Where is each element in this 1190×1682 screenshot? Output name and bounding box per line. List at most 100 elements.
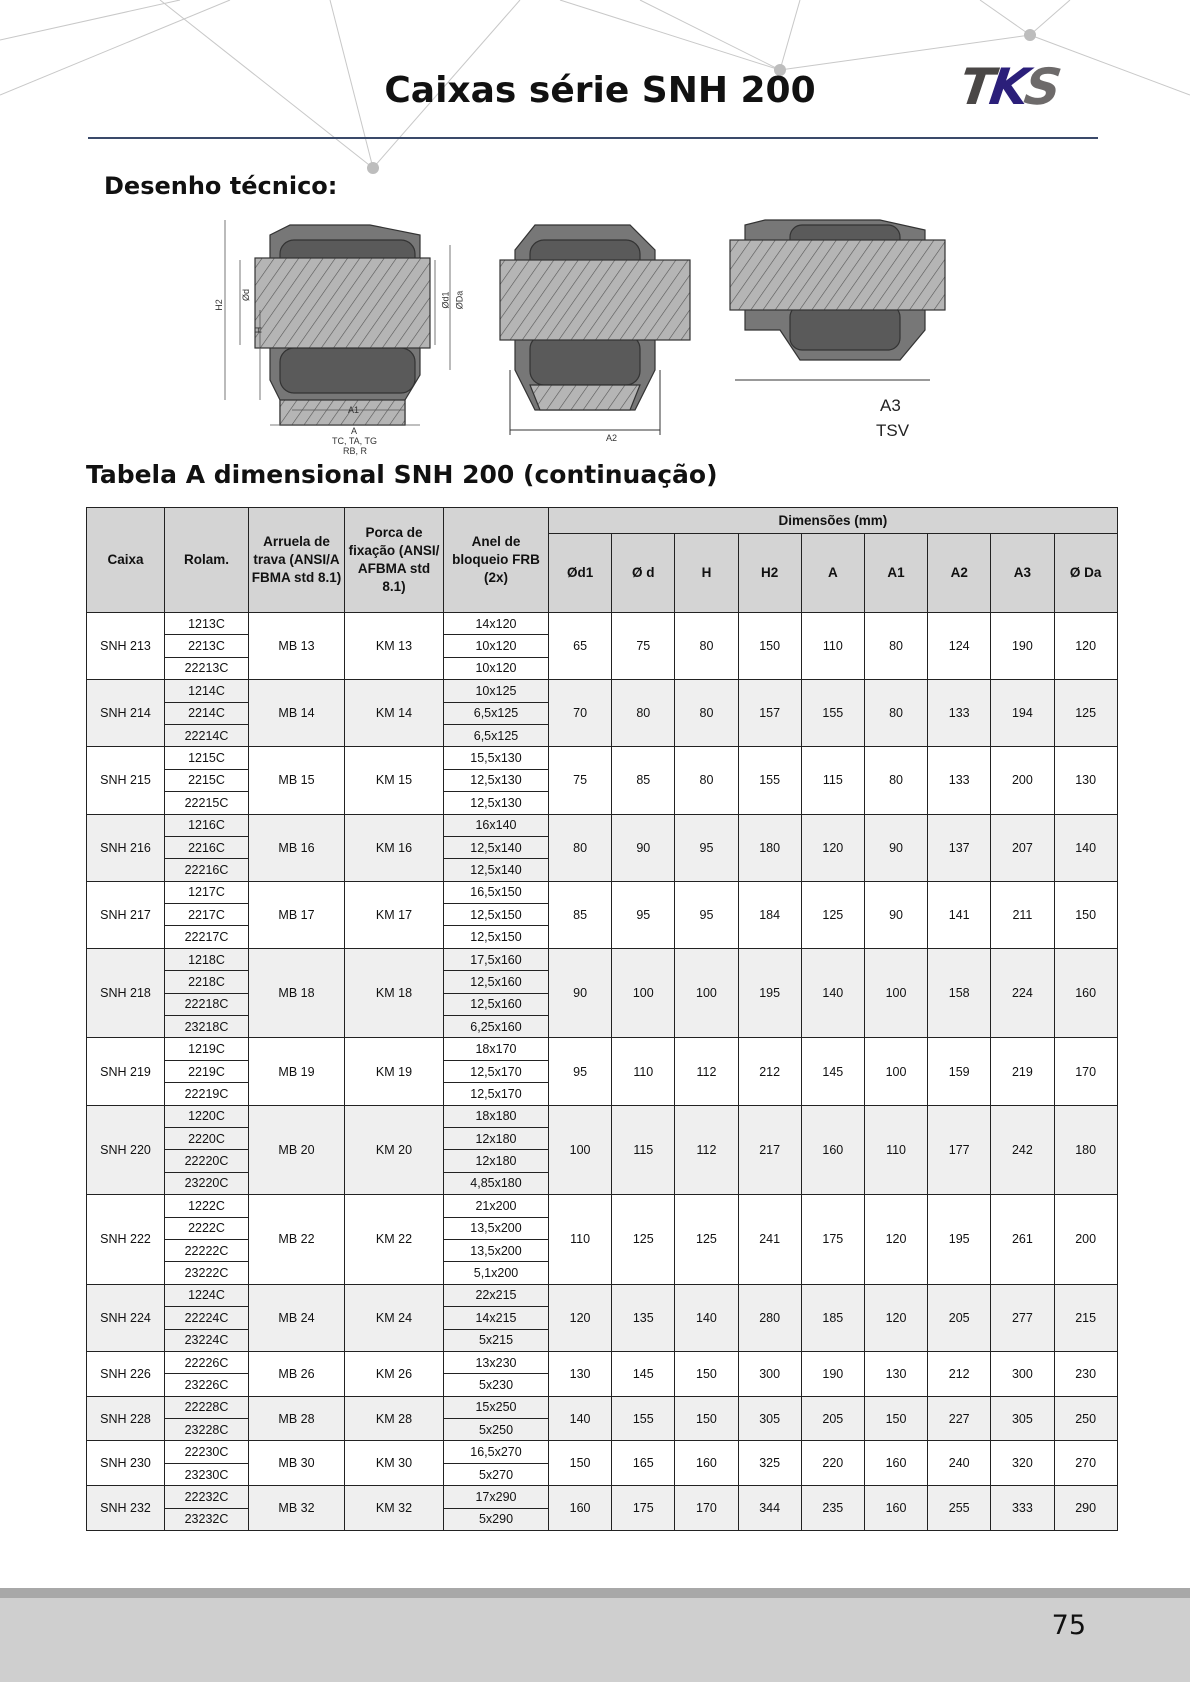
cell-rolam: 2222C	[164, 1216, 249, 1240]
cell-porca: KM 17	[344, 880, 444, 949]
cell-porca: KM 18	[344, 947, 444, 1039]
cell-dim: 217	[737, 1104, 802, 1196]
housing-drawing-a2	[499, 224, 691, 435]
cell-dim: 80	[863, 746, 929, 815]
cell-rolam: 1214C	[164, 679, 249, 703]
cell-rolam: 23224C	[164, 1328, 249, 1352]
label-types-2: RB, R	[343, 446, 368, 456]
cell-dim: 95	[674, 880, 739, 949]
cell-dim: 160	[674, 1440, 739, 1487]
cell-dim: 95	[547, 1037, 613, 1106]
cell-rolam: 22228C	[164, 1395, 249, 1420]
cell-dim: 85	[547, 880, 613, 949]
cell-caixa: SNH 217	[86, 880, 165, 949]
cell-dim: 207	[990, 813, 1055, 882]
cell-dim: 75	[611, 611, 676, 681]
cell-dim: 135	[611, 1283, 676, 1352]
cell-dim: 250	[1053, 1395, 1118, 1442]
cell-arruela: MB 32	[248, 1485, 345, 1532]
decorative-network-lines	[0, 0, 1190, 174]
dimension-table: Caixa Rolam. Arruela de trava (ANSI/A FB…	[86, 507, 1118, 1532]
cell-rolam: 22216C	[164, 858, 249, 882]
cell-caixa: SNH 213	[86, 611, 165, 681]
label-h: H	[253, 326, 264, 334]
table-row: 2217C 12,5x150	[87, 903, 1118, 927]
cell-anel: 12,5x140	[443, 835, 549, 860]
cell-dim: 200	[1053, 1194, 1118, 1285]
cell-anel: 12,5x150	[443, 903, 549, 927]
cell-dim: 140	[547, 1395, 613, 1442]
table-row: SNH 217 1217C MB 17 KM 17 16,5x150 85 95 95 184 1…	[86, 880, 1118, 949]
cell-dim: 194	[990, 679, 1055, 748]
cell-anel: 18x180	[443, 1104, 549, 1128]
cell-caixa: SNH 220	[86, 1104, 165, 1196]
cell-dim: 112	[674, 1104, 739, 1196]
cell-porca: KM 28	[344, 1395, 444, 1442]
cell-dim: 157	[737, 679, 802, 748]
cell-dim: 130	[1053, 746, 1118, 815]
table-row: SNH 224 1224C MB 24 KM 24 22x215 120 135 140 280…	[86, 1283, 1118, 1352]
table-row: 23224C 5x215	[87, 1328, 1118, 1352]
cell-dim: 115	[611, 1104, 676, 1196]
header-dim: H2	[737, 533, 802, 613]
cell-dim: 261	[990, 1194, 1055, 1285]
cell-anel: 12,5x140	[443, 858, 549, 882]
cell-dim: 205	[800, 1395, 865, 1442]
label-a2: A2	[606, 433, 618, 443]
cell-rolam: 22224C	[164, 1306, 249, 1330]
cell-dim: 110	[863, 1104, 929, 1196]
cell-dim: 160	[547, 1485, 613, 1532]
cell-rolam: 1224C	[164, 1283, 249, 1308]
cell-rolam: 2218C	[164, 970, 249, 994]
cell-dim: 100	[611, 947, 676, 1039]
cell-anel: 12,5x130	[443, 791, 549, 815]
cell-porca: KM 26	[344, 1350, 444, 1397]
cell-dim: 211	[990, 880, 1055, 949]
footer-band	[0, 1588, 1190, 1598]
cell-rolam: 22232C	[164, 1485, 249, 1509]
cell-dim: 90	[863, 880, 929, 949]
cell-anel: 17x290	[443, 1485, 549, 1509]
table-row: 2215C 12,5x130	[87, 768, 1118, 793]
cell-arruela: MB 18	[248, 947, 345, 1039]
cell-anel: 12,5x170	[443, 1082, 549, 1106]
cell-dim: 125	[1053, 679, 1118, 748]
cell-anel: 6,5x125	[443, 723, 549, 748]
cell-dim: 141	[927, 880, 992, 949]
cell-arruela: MB 19	[248, 1037, 345, 1106]
cell-arruela: MB 20	[248, 1104, 345, 1196]
cell-rolam: 2213C	[164, 634, 249, 658]
cell-dim: 215	[1053, 1283, 1118, 1352]
table-row: SNH 216 1216C MB 16 KM 16 16x140 80 90 95 180 120…	[86, 813, 1118, 882]
page-title: Caixas série SNH 200	[384, 70, 816, 111]
header-porca: Porca de fixação (ANSI/ AFBMA std 8.1)	[344, 507, 444, 613]
cell-rolam: 23232C	[164, 1507, 249, 1532]
cell-dim: 70	[547, 679, 613, 748]
label-od: Ød	[241, 288, 252, 302]
table-row: SNH 222 1222C MB 22 KM 22 21x200 110 125 125 241…	[86, 1194, 1118, 1285]
cell-dim: 150	[674, 1395, 739, 1442]
cell-dim: 212	[737, 1037, 802, 1106]
cell-arruela: MB 14	[248, 679, 345, 748]
table-row: 2214C 6,5x125	[87, 701, 1118, 725]
cell-dim: 150	[674, 1350, 739, 1397]
cell-porca: KM 13	[344, 611, 444, 681]
cell-anel: 10x125	[443, 679, 549, 703]
cell-dim: 300	[990, 1350, 1055, 1397]
cell-dim: 175	[800, 1194, 865, 1285]
cell-anel: 13,5x200	[443, 1216, 549, 1240]
cell-dim: 120	[800, 813, 865, 882]
cell-caixa: SNH 216	[86, 813, 165, 882]
cell-rolam: 2217C	[164, 903, 249, 927]
table-row: SNH 220 1220C MB 20 KM 20 18x180 100 115 112 217…	[86, 1104, 1118, 1196]
cell-anel: 10x120	[443, 656, 549, 681]
cell-caixa: SNH 226	[86, 1350, 165, 1397]
cell-anel: 12,5x150	[443, 925, 549, 949]
cell-anel: 17,5x160	[443, 947, 549, 972]
cell-rolam: 22215C	[164, 791, 249, 815]
header-divider	[88, 137, 1098, 139]
cell-dim: 277	[990, 1283, 1055, 1352]
housing-drawing-tc	[254, 224, 431, 426]
cell-dim: 235	[800, 1485, 865, 1532]
cell-rolam: 1220C	[164, 1104, 249, 1128]
